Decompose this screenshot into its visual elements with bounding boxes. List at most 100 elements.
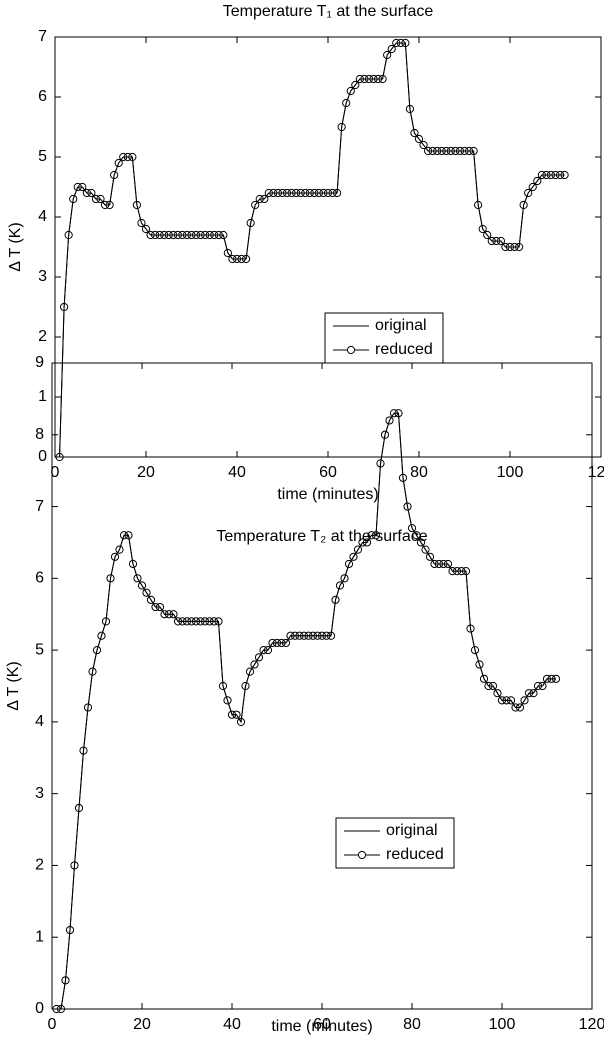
data-point	[301, 188, 310, 198]
data-point	[398, 473, 408, 482]
data-point	[487, 236, 496, 246]
data-point	[488, 681, 498, 691]
data-point	[251, 200, 260, 210]
data-point	[421, 545, 430, 554]
x-tick-label: 120	[588, 464, 604, 481]
chart-title: Temperature T₂ at the surface	[216, 528, 427, 545]
data-point	[142, 588, 151, 597]
data-point	[241, 681, 250, 691]
data-point	[295, 631, 304, 640]
data-point	[479, 674, 489, 683]
data-point	[69, 194, 78, 204]
data-point	[155, 230, 164, 240]
data-point	[124, 531, 133, 540]
data-point	[464, 146, 474, 156]
data-point	[317, 631, 327, 640]
data-point	[137, 581, 147, 590]
data-point	[96, 194, 105, 204]
data-point	[470, 646, 480, 655]
series-line	[59, 42, 565, 458]
chart-title: Temperature T₁ at the surface	[223, 3, 434, 20]
data-point	[323, 188, 333, 198]
x-tick-label: 40	[223, 1016, 241, 1033]
data-point	[505, 242, 515, 252]
data-point	[349, 552, 358, 561]
data-point	[277, 638, 286, 648]
data-point	[493, 689, 502, 698]
data-point	[346, 86, 355, 96]
data-point	[433, 146, 442, 156]
data-point	[396, 38, 405, 48]
data-point	[200, 617, 210, 626]
data-point	[358, 538, 367, 547]
data-point	[82, 188, 91, 198]
data-point	[333, 188, 342, 198]
data-point	[178, 617, 187, 626]
data-point	[483, 230, 492, 240]
data-point	[115, 545, 124, 554]
data-point	[405, 104, 414, 114]
data-point	[87, 188, 96, 198]
data-point	[364, 74, 374, 84]
data-point	[254, 653, 264, 662]
data-point	[533, 681, 543, 691]
data-point	[414, 134, 424, 144]
x-tick-label: 100	[497, 464, 524, 481]
data-point	[73, 182, 82, 192]
data-point	[105, 200, 114, 210]
data-point	[182, 617, 192, 626]
data-point	[478, 224, 487, 234]
x-tick-label: 20	[137, 464, 155, 481]
data-point	[242, 254, 251, 264]
x-axis-label: time (minutes)	[277, 486, 378, 503]
data-point	[187, 617, 196, 626]
data-point	[335, 581, 345, 590]
data-point	[296, 188, 305, 198]
data-point	[260, 194, 269, 204]
data-point	[83, 703, 93, 712]
data-point	[547, 674, 556, 683]
data-point	[351, 80, 360, 90]
data-point	[416, 538, 426, 547]
data-point	[250, 660, 259, 669]
x-tick-label: 80	[403, 1016, 421, 1033]
x-tick-label: 40	[228, 464, 246, 481]
data-point	[524, 689, 534, 698]
y-tick-label: 3	[38, 268, 47, 285]
data-point	[273, 188, 283, 198]
data-point	[546, 170, 556, 180]
data-point	[196, 230, 205, 240]
y-tick-label: 0	[35, 1000, 44, 1017]
data-point	[484, 681, 493, 691]
y-tick-label: 0	[38, 448, 47, 465]
data-point	[223, 248, 232, 258]
data-point	[281, 638, 291, 648]
data-point	[403, 502, 412, 511]
data-point	[474, 200, 483, 210]
data-point	[385, 416, 394, 425]
data-point	[322, 631, 331, 640]
data-point	[475, 660, 484, 669]
data-point	[537, 170, 546, 180]
y-tick-label: 3	[35, 785, 44, 802]
y-tick-label: 2	[35, 857, 44, 874]
data-point	[439, 559, 448, 569]
data-point	[389, 409, 399, 418]
data-point	[326, 631, 336, 640]
data-point	[74, 803, 84, 813]
data-point	[511, 703, 520, 712]
data-point	[461, 567, 471, 576]
y-tick-label: 7	[35, 498, 44, 515]
data-point	[137, 218, 146, 228]
data-point	[551, 170, 560, 180]
data-point	[160, 230, 169, 240]
data-point	[119, 531, 129, 540]
data-point	[355, 74, 364, 84]
y-tick-label: 4	[35, 713, 44, 730]
data-point	[227, 710, 237, 719]
data-point	[78, 182, 87, 192]
y-tick-label: 9	[35, 354, 44, 371]
data-point	[255, 194, 264, 204]
legend: original reduced	[335, 817, 455, 869]
